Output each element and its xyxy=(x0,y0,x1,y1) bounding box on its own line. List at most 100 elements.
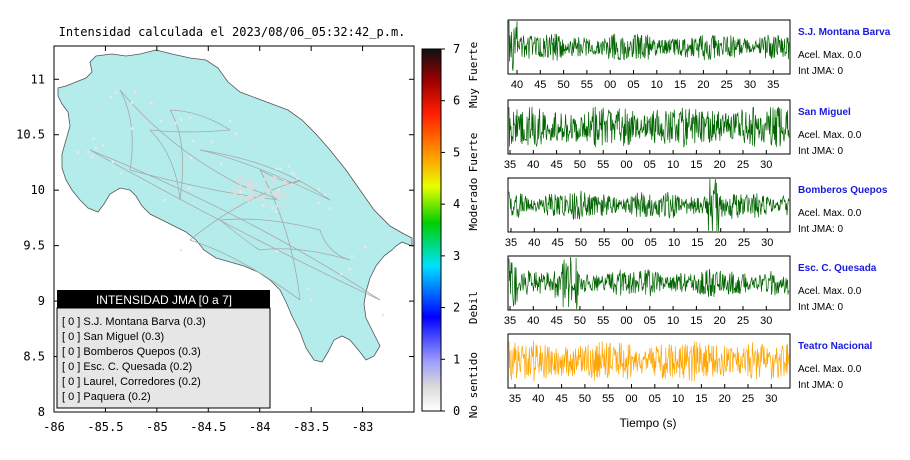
colorbar-fill xyxy=(421,48,442,412)
town-marker xyxy=(275,250,279,253)
town-marker xyxy=(317,202,320,205)
map-x-tick-label: -83 xyxy=(352,420,374,434)
town-marker xyxy=(279,167,282,170)
station-acel-max: Acel. Max. 0.0 xyxy=(798,364,862,375)
town-marker xyxy=(114,91,117,94)
town-marker xyxy=(350,254,354,258)
town-marker xyxy=(247,194,251,198)
waveform-trace xyxy=(508,340,790,382)
waveform-tick-label: 15 xyxy=(695,393,707,405)
town-marker xyxy=(130,127,134,130)
waveform-panel: 35 40 45 50 55 00 05 10 15 20 25 30 Esc. C. Quesada A… xyxy=(504,255,877,327)
town-marker xyxy=(283,190,287,194)
town-marker xyxy=(277,188,280,192)
town-marker xyxy=(260,196,264,200)
town-marker xyxy=(252,192,256,196)
town-marker xyxy=(282,189,286,193)
waveform-tick-label: 05 xyxy=(644,315,656,327)
waveform-tick-label: 15 xyxy=(691,237,703,249)
road-line xyxy=(149,129,181,201)
map-y-tick-label: 10.5 xyxy=(16,128,45,142)
waveform-tick-label: 05 xyxy=(649,393,661,405)
town-marker xyxy=(163,199,166,202)
legend-row: [ 0 ] Paquera (0.2) xyxy=(62,391,151,403)
town-marker xyxy=(264,177,268,181)
waveform-tick-label: 50 xyxy=(575,237,587,249)
waveform-tick-label: 10 xyxy=(667,159,679,171)
town-marker xyxy=(283,204,287,208)
town-marker xyxy=(254,194,258,198)
waveform-tick-label: 25 xyxy=(738,237,750,249)
station-int-jma: Int JMA: 0 xyxy=(798,146,843,157)
map-x-tick-label: -85 xyxy=(146,420,168,434)
waveform-tick-label: 20 xyxy=(714,159,726,171)
town-marker xyxy=(290,171,294,174)
town-marker xyxy=(271,192,275,196)
waveform-tick-label: 45 xyxy=(555,393,567,405)
time-axis-label: Tiempo (s) xyxy=(620,416,677,430)
station-int-jma: Int JMA: 0 xyxy=(798,302,843,313)
waveform-tick-label: 00 xyxy=(625,393,637,405)
station-int-jma: Int JMA: 0 xyxy=(798,380,843,391)
town-marker xyxy=(250,179,254,183)
town-marker xyxy=(340,272,343,276)
town-marker xyxy=(257,196,261,200)
town-marker xyxy=(86,150,90,154)
town-marker xyxy=(189,156,193,160)
waveform-tick-label: 30 xyxy=(765,393,777,405)
town-marker xyxy=(191,139,195,143)
station-acel-max: Acel. Max. 0.0 xyxy=(798,50,862,61)
town-marker xyxy=(239,175,243,179)
road-line xyxy=(219,219,261,251)
road-line xyxy=(199,149,331,201)
waveform-tick-label: 20 xyxy=(719,393,731,405)
colorbar-category-label: Moderado xyxy=(467,178,480,231)
intensity-colorbar: 0 1 2 3 4 5 6 7 No sentido Debil Moderado Fuerte Mu… xyxy=(421,42,480,418)
waveform-frame xyxy=(507,99,791,155)
road-line xyxy=(199,149,331,201)
waveform-tick-label: 40 xyxy=(532,393,544,405)
waveform-tick-label: 10 xyxy=(672,393,684,405)
town-marker xyxy=(237,190,241,194)
waveform-tick-label: 00 xyxy=(620,159,632,171)
town-marker xyxy=(287,165,291,168)
waveform-trace xyxy=(508,256,790,310)
station-name: San Miguel xyxy=(798,107,851,118)
town-marker xyxy=(244,180,248,184)
waveform-trace xyxy=(508,20,790,71)
waveform-tick-label: 35 xyxy=(509,393,521,405)
town-marker xyxy=(90,155,94,159)
legend-row: [ 0 ] Laurel, Corredores (0.2) xyxy=(62,376,201,388)
legend-row: [ 0 ] S.J. Montana Barva (0.3) xyxy=(62,316,206,328)
waveform-tick-label: 30 xyxy=(760,315,772,327)
waveform-panel: 35 40 45 50 55 00 05 10 15 20 25 30 San Miguel Acel. … xyxy=(504,99,862,171)
town-marker xyxy=(234,203,238,207)
waveform-trace xyxy=(508,178,790,232)
waveform-tick-label: 40 xyxy=(511,79,523,91)
town-marker xyxy=(253,183,257,187)
legend-row: [ 0 ] Bomberos Quepos (0.3) xyxy=(62,346,201,358)
town-marker xyxy=(281,175,285,179)
waveform-tick-label: 55 xyxy=(597,315,609,327)
waveform-tick-label: 20 xyxy=(715,237,727,249)
colorbar-category-label: Muy Fuerte xyxy=(467,42,480,108)
town-marker xyxy=(250,195,254,199)
town-marker xyxy=(279,193,283,197)
town-marker xyxy=(296,177,300,180)
colorbar-tick-label: 2 xyxy=(453,301,460,315)
town-marker xyxy=(246,198,250,202)
station-name: Esc. C. Quesada xyxy=(798,263,877,274)
waveform-tick-label: 15 xyxy=(674,79,686,91)
town-marker xyxy=(275,167,279,170)
waveform-tick-label: 25 xyxy=(737,159,749,171)
station-name: S.J. Montana Barva xyxy=(798,27,891,38)
town-marker xyxy=(228,120,232,123)
waveform-tick-label: 10 xyxy=(651,79,663,91)
waveform-tick-label: 20 xyxy=(714,315,726,327)
town-marker xyxy=(92,137,95,141)
town-marker xyxy=(235,178,239,182)
map-x-tick-label: -85.5 xyxy=(87,420,123,434)
waveform-tick-label: 45 xyxy=(550,159,562,171)
waveform-tick-label: 00 xyxy=(604,79,616,91)
town-marker xyxy=(292,173,296,176)
